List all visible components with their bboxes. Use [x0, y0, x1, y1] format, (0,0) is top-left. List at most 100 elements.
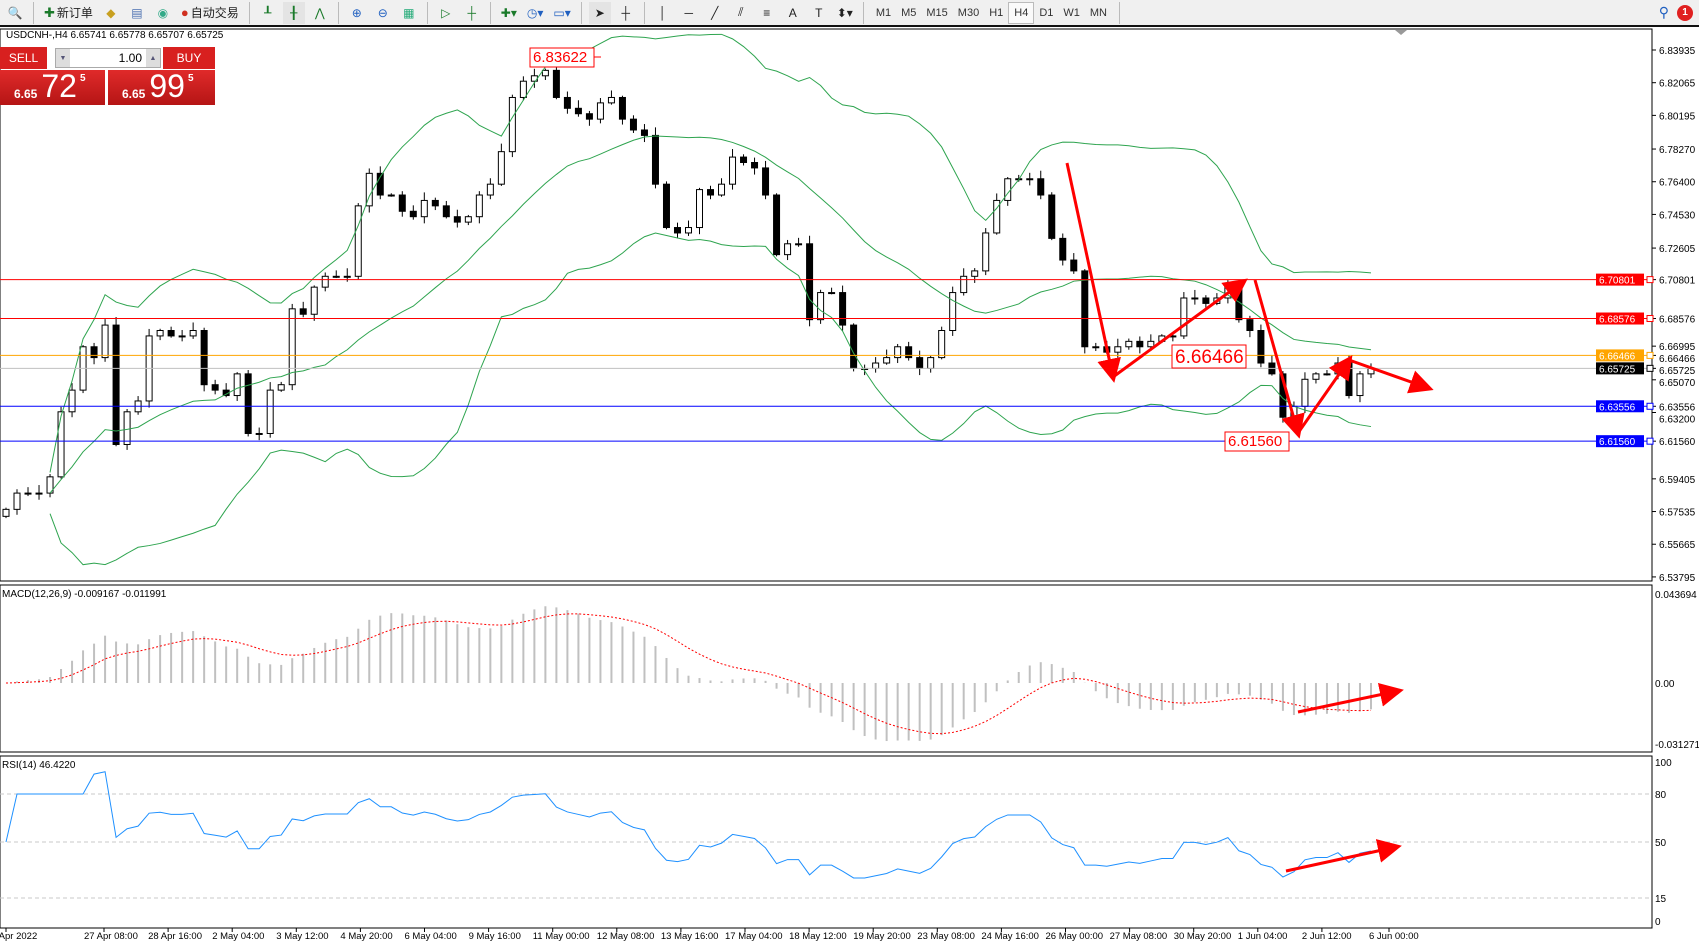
candle-body [486, 183, 494, 196]
lot-increase-icon[interactable]: ▲ [146, 49, 160, 67]
timeframe-h1[interactable]: H1 [989, 6, 1004, 19]
time-axis-label: 2 Jun 12:00 [1302, 931, 1352, 941]
candle-body [729, 156, 737, 185]
auto-trading-button[interactable]: ● 自动交易 [178, 2, 242, 24]
text-label-button[interactable]: T [808, 2, 830, 24]
terminal-button[interactable]: ▤ [126, 2, 148, 24]
time-axis-label: 12 May 08:00 [597, 931, 655, 941]
cursor-button[interactable]: ➤ [588, 1, 611, 24]
timeframe-m15[interactable]: M15 [926, 6, 948, 19]
timeframe-w1[interactable]: W1 [1063, 6, 1080, 19]
lot-decrease-icon[interactable]: ▼ [56, 49, 70, 67]
candle-body [233, 373, 241, 397]
timeframe-h4[interactable]: H4 [1008, 1, 1035, 24]
rsi-axis-label: 80 [1655, 790, 1667, 801]
candle-body [1070, 259, 1078, 272]
zoom-out-button[interactable]: ⊖ [372, 2, 394, 24]
candlestick-button[interactable]: ╂ [282, 1, 305, 24]
lot-value[interactable]: 1.00 [118, 51, 142, 65]
equidistant-channel-button[interactable]: ⫽ [730, 2, 752, 24]
timeframe-m1[interactable]: M1 [875, 6, 892, 19]
price-axis-label: 6.83935 [1659, 46, 1696, 57]
candle-body [563, 96, 571, 109]
zoom-in-button[interactable]: ⊕ [346, 2, 368, 24]
vertical-line-button[interactable]: │ [652, 2, 674, 24]
chart-shift-button[interactable]: ┼ [461, 2, 483, 24]
candle-body [1026, 178, 1034, 181]
trendline-button[interactable]: ╱ [704, 2, 726, 24]
crosshair-button[interactable]: ┼ [615, 2, 637, 24]
price-annotation-label: 6.83622 [533, 49, 587, 66]
candle-body [1092, 346, 1100, 349]
bar-chart-button[interactable]: ┸ [257, 2, 279, 24]
candlestick-icon: ╂ [290, 5, 298, 20]
rsi-label: RSI(14) 46.4220 [2, 760, 76, 771]
arrows-button[interactable]: ⬍▾ [834, 2, 856, 24]
candle-body [475, 194, 483, 218]
time-axis-label: 27 Apr 08:00 [84, 931, 138, 941]
bollinger-lower-band [49, 232, 1372, 566]
time-axis-label: 13 May 16:00 [661, 931, 719, 941]
trend-arrow-down-1 [1065, 162, 1121, 383]
buy-price[interactable]: 6.65 99 5 [108, 70, 215, 105]
auto-scroll-button[interactable]: ▷ [435, 2, 457, 24]
candle-body [431, 199, 439, 207]
toolbar-separator [248, 1, 250, 24]
tile-windows-button[interactable]: ▦ [398, 2, 420, 24]
vertical-line-icon: │ [659, 5, 667, 20]
line-handle-icon [1646, 402, 1654, 410]
clock-icon: ◷▾ [526, 5, 544, 20]
horizontal-line-button[interactable]: ─ [678, 2, 700, 24]
timeframe-m30[interactable]: M30 [957, 6, 980, 19]
price-line-label: 6.65725 [1599, 364, 1636, 375]
timeframe-d1[interactable]: D1 [1039, 6, 1054, 19]
text-button[interactable]: A [782, 2, 804, 24]
bollinger-middle-band [49, 135, 1372, 494]
candles [2, 66, 1375, 519]
search-icon[interactable]: ⚲ [1658, 4, 1669, 20]
price-axis-label: 6.55665 [1659, 540, 1696, 551]
indicators-button[interactable]: ✚▾ [498, 2, 520, 24]
lot-size-input[interactable]: ▼ 1.00 ▲ [55, 48, 161, 68]
candle-body [442, 205, 450, 218]
channel-icon: ⫽ [738, 5, 744, 19]
time-axis-label: 3 May 12:00 [276, 931, 328, 941]
candle-body [784, 243, 792, 256]
time-axis-label: 11 May 00:00 [533, 931, 590, 941]
line-chart-button[interactable]: ⋀ [309, 2, 331, 24]
candle-body [156, 330, 164, 337]
buy-button[interactable]: BUY [163, 47, 215, 69]
navigator-button[interactable]: ◆ [100, 2, 122, 24]
candle-body [167, 330, 175, 337]
timeframe-m5[interactable]: M5 [901, 6, 917, 19]
sell-button[interactable]: SELL [0, 47, 47, 69]
toolbar-separator [489, 1, 491, 24]
candle-body [883, 357, 891, 364]
terminal-icon: ▤ [131, 5, 143, 20]
candle-body [1356, 373, 1364, 397]
candle-body [1257, 330, 1265, 364]
fibonacci-button[interactable]: ≡ [756, 2, 778, 24]
time-axis-label: 6 May 04:00 [405, 931, 457, 941]
timeframe-mn[interactable]: MN [1089, 6, 1107, 19]
candle-body [662, 183, 670, 229]
periods-button[interactable]: ◷▾ [524, 2, 547, 24]
template-icon: ▭▾ [553, 5, 571, 20]
candle-body [1202, 297, 1210, 304]
candle-body [244, 373, 252, 434]
bar-chart-icon: ┸ [264, 5, 272, 20]
price-line-label-box [1596, 273, 1644, 286]
zoom-tool-button[interactable]: 🔍 [7, 5, 23, 20]
candle-body [938, 330, 946, 359]
templates-button[interactable]: ▭▾ [550, 2, 573, 24]
time-axis-label: 23 May 08:00 [917, 931, 975, 941]
notification-badge[interactable]: 1 [1677, 4, 1693, 21]
candle-body [255, 432, 263, 435]
new-order-button[interactable]: ✚ 新订单 [41, 2, 96, 24]
candle-body [321, 275, 329, 288]
sell-price[interactable]: 6.65 72 5 [0, 70, 105, 105]
candle-body [1246, 319, 1254, 332]
signals-button[interactable]: ◉ [152, 2, 174, 24]
candle-body [541, 69, 549, 77]
